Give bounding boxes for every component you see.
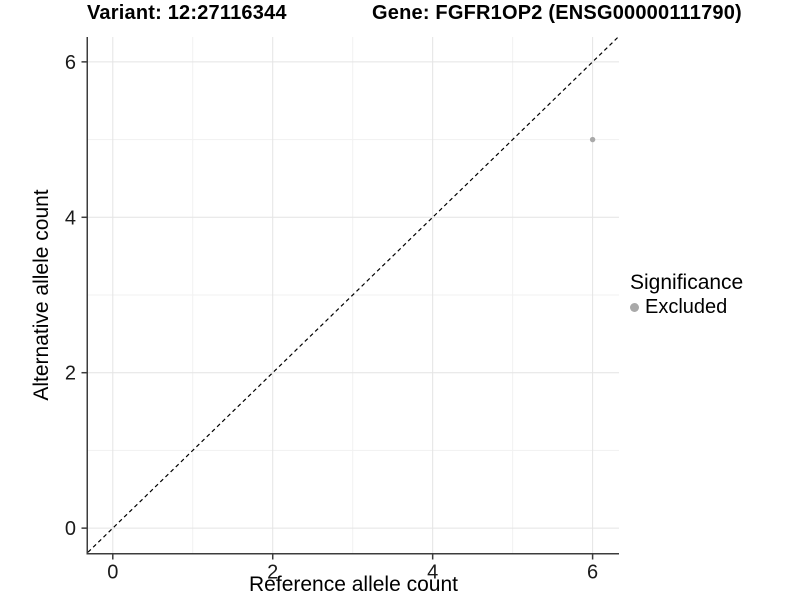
x-tick-label: 4 [427, 562, 438, 584]
data-point [589, 136, 596, 143]
y-axis-title: Alternative allele count [30, 189, 53, 401]
x-tick-label: 0 [107, 562, 118, 584]
legend-item-excluded: Excluded [630, 296, 743, 318]
excluded-point-icon [630, 302, 639, 312]
y-tick-label: 2 [65, 363, 76, 385]
x-tick-label: 2 [267, 562, 278, 584]
gene-title: Gene: FGFR1OP2 (ENSG00000111790) [372, 2, 742, 24]
y-tick-label: 0 [65, 518, 76, 540]
x-tick-label: 6 [587, 562, 598, 584]
y-tick-label: 6 [65, 52, 76, 74]
legend-title: Significance [630, 271, 744, 294]
identity-line [87, 36, 619, 553]
x-axis-title: Reference allele count [249, 573, 458, 596]
legend: Significance Excluded [630, 271, 743, 318]
variant-title: Variant: 12:27116344 [87, 2, 287, 24]
legend-item-label: Excluded [645, 296, 728, 318]
y-tick-label: 4 [65, 207, 76, 229]
